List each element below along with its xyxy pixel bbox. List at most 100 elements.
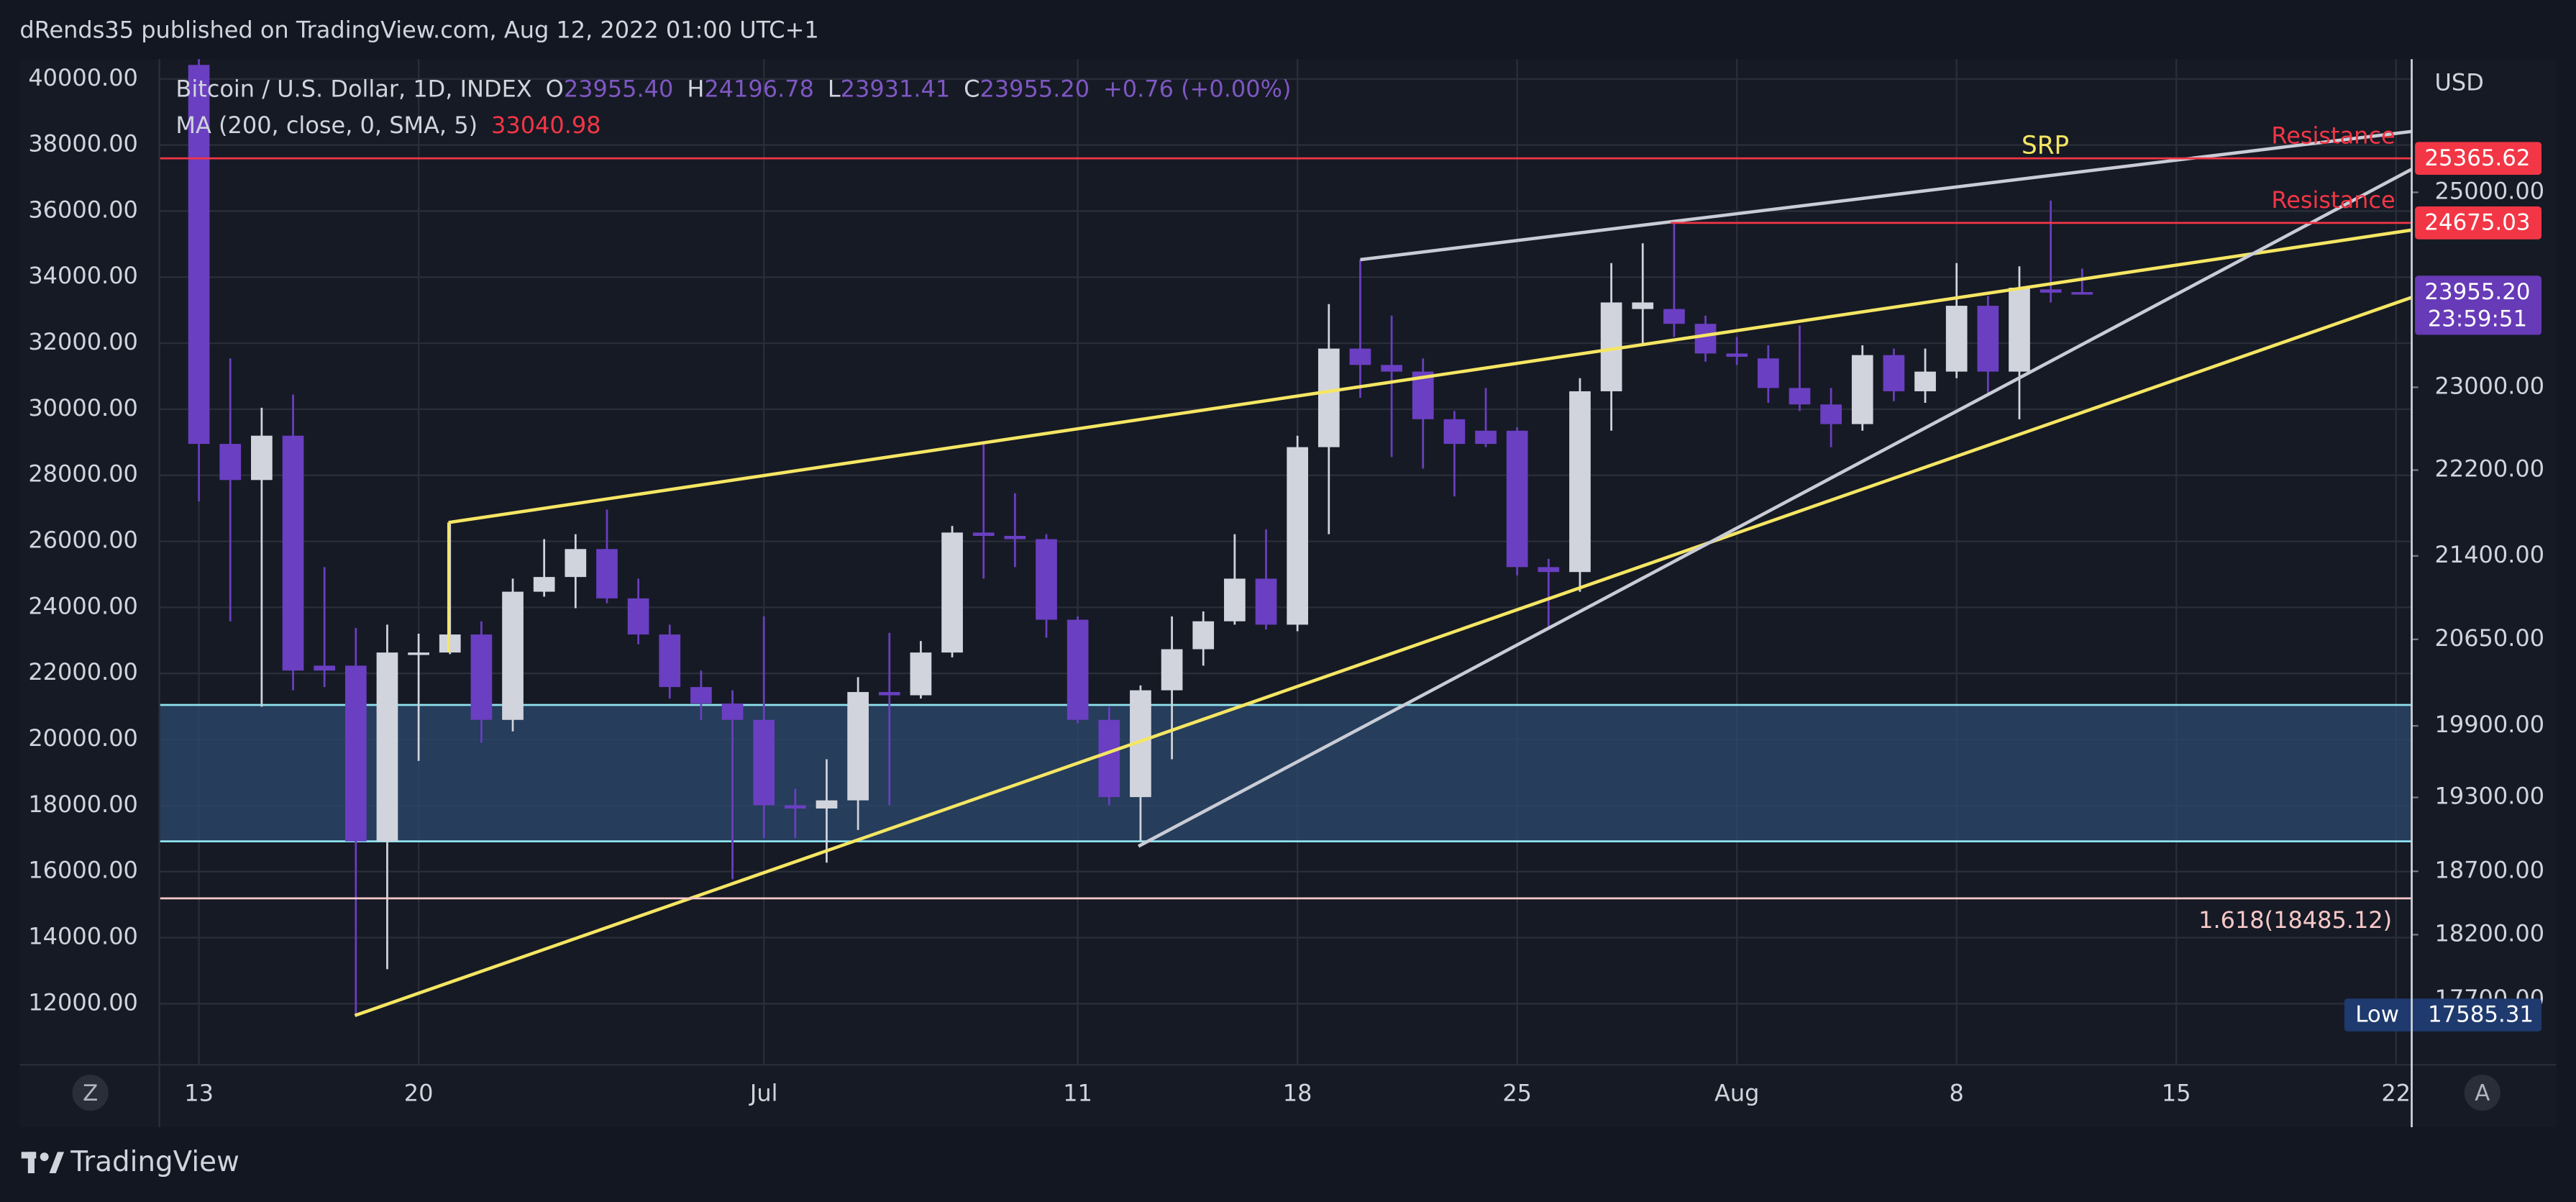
candle-body xyxy=(1255,578,1277,625)
candle-body xyxy=(314,665,336,671)
resistance-text: Resistance xyxy=(2271,122,2395,149)
price-tag xyxy=(2415,206,2542,240)
candle-body xyxy=(502,591,524,720)
y2-tick-label: 18700.00 xyxy=(2435,856,2545,883)
candle-body xyxy=(565,549,587,578)
y-tick-label: 36000.00 xyxy=(28,196,138,223)
candle-body xyxy=(1098,719,1120,798)
price-tag-label: 25365.62 xyxy=(2424,145,2530,171)
candle-body xyxy=(690,687,712,704)
candle-body xyxy=(219,444,242,481)
y2-tick-label: 23000.00 xyxy=(2435,372,2545,399)
trendline xyxy=(1360,129,2412,262)
x-tick-label: 20 xyxy=(404,1079,434,1106)
button-label[interactable]: Z xyxy=(83,1080,98,1106)
fib-label: 1.618(18485.12) xyxy=(2198,906,2392,934)
candle-body xyxy=(627,598,649,635)
publisher: dRends35 published on TradingView.com, A… xyxy=(19,16,818,43)
candle-body xyxy=(470,634,493,720)
symbol: Bitcoin / U.S. Dollar, 1D, INDEX xyxy=(175,76,531,103)
candle-body xyxy=(1067,619,1089,720)
button[interactable] xyxy=(72,1074,109,1111)
candle-body xyxy=(816,800,838,809)
candle-body xyxy=(1317,348,1340,447)
candle-body xyxy=(659,634,681,688)
candle-body xyxy=(1663,309,1685,324)
candle-body xyxy=(1789,388,1811,405)
candle-body xyxy=(721,704,744,720)
x-tick-label: 18 xyxy=(1283,1079,1312,1106)
candle-body xyxy=(972,532,995,536)
candle-body xyxy=(1632,302,1654,309)
candle-body xyxy=(408,652,429,655)
trendline xyxy=(1138,168,2412,848)
l-label: L xyxy=(828,76,841,103)
x-tick-label: 8 xyxy=(1950,1079,1964,1106)
candle-body xyxy=(1381,365,1402,372)
y-tick-label: 28000.00 xyxy=(28,460,138,488)
y2-tick-label: 25000.00 xyxy=(2435,177,2545,204)
ohlc-legend: Bitcoin / U.S. Dollar, 1D, INDEX O23955.… xyxy=(175,76,1291,103)
candle-body xyxy=(1820,404,1842,424)
h-label: H xyxy=(687,76,704,103)
resistance-text: Resistance xyxy=(2271,186,2395,214)
o-value: 23955.40 xyxy=(564,76,674,103)
candle-body xyxy=(753,719,775,806)
candle-body xyxy=(2009,287,2030,372)
y2-tick-label: 22200.00 xyxy=(2435,455,2545,483)
button[interactable] xyxy=(2464,1074,2500,1111)
low-tag xyxy=(2344,998,2542,1032)
logo-text: TradingView xyxy=(70,1146,239,1178)
candle-body xyxy=(1851,355,1873,424)
candle-body xyxy=(847,692,869,801)
candle-body xyxy=(1192,621,1215,650)
candle-body xyxy=(1443,419,1466,445)
grid xyxy=(159,59,2412,1065)
candle-body xyxy=(1694,324,1717,354)
y-tick-label: 34000.00 xyxy=(28,262,138,289)
last-price-label: 23955.20 xyxy=(2424,279,2530,305)
l-value: 23931.41 xyxy=(841,76,951,103)
candle-body xyxy=(1161,649,1183,691)
candle-body xyxy=(1569,391,1591,573)
candle-body xyxy=(784,805,806,809)
candle-body xyxy=(1287,447,1309,625)
low-label: 17585.31 xyxy=(2428,1002,2534,1028)
candle-body xyxy=(1349,348,1371,365)
annotation: SRP xyxy=(2022,132,2069,160)
overlay: 13 20 Jul 11 18 25 Aug 8 15 22 12000.00 14000.00 160… xyxy=(28,64,2544,1107)
ma-value: 33040.98 xyxy=(491,111,601,139)
candle-body xyxy=(1977,306,1999,372)
y2-tick-label: 20650.00 xyxy=(2435,624,2545,652)
candle-body xyxy=(251,435,273,481)
candle-body xyxy=(910,652,932,696)
change: +0.76 (+0.00%) xyxy=(1103,76,1291,103)
x-tick-label: Jul xyxy=(749,1079,778,1106)
trendline xyxy=(354,296,2412,1017)
x-tick-label: 13 xyxy=(184,1079,214,1106)
support-zone xyxy=(159,704,2412,842)
price-tag xyxy=(2415,142,2542,176)
candle-body xyxy=(1506,430,1528,568)
candle-body xyxy=(1914,371,1936,391)
y-tick-label: 14000.00 xyxy=(28,922,138,950)
y-tick-label: 12000.00 xyxy=(28,988,138,1016)
last-price-tag xyxy=(2415,276,2542,335)
candle-body xyxy=(344,665,367,842)
candle-body xyxy=(878,692,900,696)
y-tick-label: 20000.00 xyxy=(28,724,138,752)
y-tick-label: 22000.00 xyxy=(28,658,138,686)
h-value: 24196.78 xyxy=(704,76,814,103)
y-tick-label: 30000.00 xyxy=(28,394,138,422)
trendline xyxy=(448,228,2412,524)
y-tick-label: 16000.00 xyxy=(28,857,138,884)
y2-unit: USD xyxy=(2435,69,2484,96)
candle-body xyxy=(1004,535,1026,539)
price-tag-label: 24675.03 xyxy=(2424,210,2530,236)
candle-body xyxy=(1945,306,1968,372)
candle-body xyxy=(1757,358,1779,388)
button-label[interactable]: A xyxy=(2475,1080,2490,1106)
x-tick-label: 15 xyxy=(2162,1079,2191,1106)
candle-body xyxy=(188,65,210,445)
